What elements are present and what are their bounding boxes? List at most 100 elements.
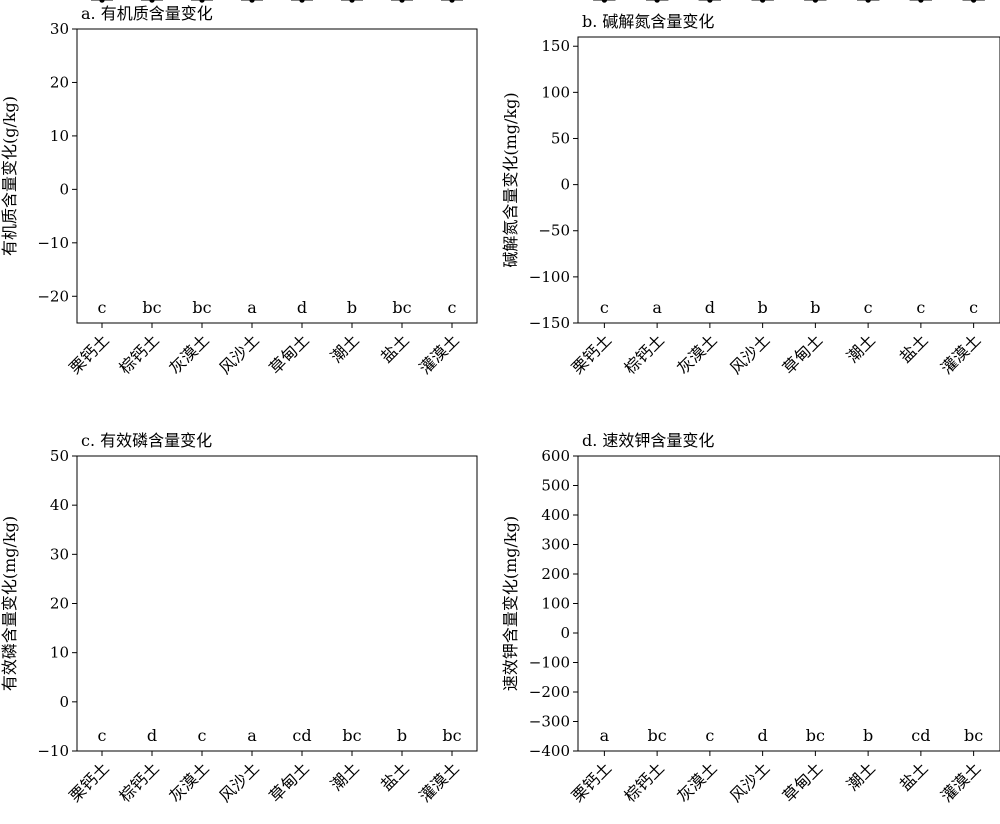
y-tick-label: 30 bbox=[50, 20, 69, 38]
significance-label: bc bbox=[142, 298, 161, 317]
box-风沙土: a bbox=[241, 0, 263, 745]
box-灰漠土: bc bbox=[191, 0, 213, 317]
significance-label: d bbox=[297, 298, 307, 317]
y-axis-label: 速效钾含量变化(mg/kg) bbox=[501, 516, 520, 691]
significance-label: bc bbox=[648, 726, 667, 745]
mean-point bbox=[601, 0, 607, 3]
y-axis-label: 有机质含量变化(g/kg) bbox=[0, 96, 19, 256]
x-category-label: 盐土 bbox=[896, 330, 932, 366]
y-tick-label: −150 bbox=[529, 314, 570, 332]
y-tick-label: 100 bbox=[541, 595, 570, 613]
mean-point bbox=[149, 0, 155, 3]
x-category-label: 栗钙土 bbox=[568, 330, 615, 377]
box-栗钙土: c bbox=[91, 0, 113, 745]
chart-title: c. 有效磷含量变化 bbox=[81, 431, 212, 450]
y-tick-label: −400 bbox=[529, 742, 570, 760]
significance-label: c bbox=[448, 298, 457, 317]
mean-point bbox=[760, 0, 766, 3]
box-盐土: cd bbox=[909, 0, 932, 745]
significance-label: bc bbox=[442, 726, 461, 745]
box-潮土: bc bbox=[341, 0, 363, 745]
mean-point bbox=[299, 0, 305, 3]
x-category-label: 灰漠土 bbox=[673, 330, 720, 377]
box-潮土: c bbox=[857, 0, 880, 317]
chart-title: b. 碱解氮含量变化 bbox=[582, 12, 714, 31]
x-category-label: 风沙土 bbox=[726, 758, 773, 805]
y-axis-label: 有效磷含量变化(mg/kg) bbox=[0, 516, 19, 691]
mean-point bbox=[865, 0, 871, 3]
box-灌漠土: bc bbox=[962, 0, 985, 745]
mean-point bbox=[199, 0, 205, 3]
box-潮土: b bbox=[857, 0, 880, 745]
box-草甸土: bc bbox=[804, 0, 827, 745]
x-category-label: 灰漠土 bbox=[673, 758, 720, 805]
plot-frame bbox=[577, 36, 1000, 324]
mean-point bbox=[399, 0, 405, 3]
significance-label: cd bbox=[292, 726, 311, 745]
x-category-label: 棕钙土 bbox=[115, 758, 162, 805]
box-草甸土: d bbox=[291, 0, 313, 317]
box-灰漠土: c bbox=[191, 0, 213, 745]
chart-title: d. 速效钾含量变化 bbox=[582, 431, 714, 450]
box-灰漠土: c bbox=[698, 0, 721, 745]
y-tick-label: 50 bbox=[50, 447, 69, 465]
significance-label: c bbox=[705, 726, 714, 745]
x-category-label: 棕钙土 bbox=[621, 330, 668, 377]
box-盐土: b bbox=[391, 0, 413, 745]
x-category-label: 风沙土 bbox=[215, 330, 262, 377]
box-栗钙土: a bbox=[593, 0, 616, 745]
y-tick-label: 10 bbox=[50, 644, 69, 662]
x-category-label: 栗钙土 bbox=[568, 758, 615, 805]
x-category-label: 盐土 bbox=[377, 330, 413, 366]
significance-label: b bbox=[810, 298, 820, 317]
y-tick-label: 0 bbox=[560, 624, 570, 642]
x-category-label: 潮土 bbox=[327, 758, 363, 794]
significance-label: a bbox=[247, 298, 257, 317]
x-category-label: 风沙土 bbox=[726, 330, 773, 377]
box-棕钙土: a bbox=[646, 0, 669, 317]
box-灌漠土: c bbox=[962, 0, 985, 317]
box-风沙土: a bbox=[241, 0, 263, 317]
significance-label: c bbox=[98, 298, 107, 317]
box-灰漠土: d bbox=[698, 0, 721, 317]
box-盐土: c bbox=[909, 0, 932, 317]
significance-label: c bbox=[98, 726, 107, 745]
significance-label: c bbox=[864, 298, 873, 317]
significance-label: a bbox=[247, 726, 257, 745]
x-category-label: 潮土 bbox=[843, 330, 879, 366]
significance-label: c bbox=[969, 298, 978, 317]
y-axis-label: 碱解氮含量变化(mg/kg) bbox=[501, 92, 520, 267]
box-风沙土: d bbox=[751, 0, 774, 745]
y-tick-label: −50 bbox=[538, 222, 570, 240]
box-棕钙土: bc bbox=[141, 0, 163, 317]
significance-label: d bbox=[758, 726, 768, 745]
mean-point bbox=[918, 0, 924, 3]
x-category-label: 潮土 bbox=[327, 330, 363, 366]
x-category-label: 灌漠土 bbox=[415, 758, 462, 805]
y-tick-label: −200 bbox=[529, 683, 570, 701]
y-tick-label: −300 bbox=[529, 713, 570, 731]
x-category-label: 灌漠土 bbox=[415, 330, 462, 377]
significance-label: c bbox=[198, 726, 207, 745]
y-tick-label: −100 bbox=[529, 654, 570, 672]
y-tick-label: 30 bbox=[50, 545, 69, 563]
box-灌漠土: c bbox=[441, 0, 463, 317]
significance-label: d bbox=[705, 298, 715, 317]
y-tick-label: 400 bbox=[541, 506, 570, 524]
x-category-label: 盐土 bbox=[377, 758, 413, 794]
y-tick-label: 0 bbox=[59, 180, 69, 198]
box-栗钙土: c bbox=[593, 0, 616, 317]
chart-panel-c: c. 有效磷含量变化有效磷含量变化(mg/kg)−1001020304050c栗… bbox=[0, 0, 478, 806]
x-category-label: 棕钙土 bbox=[621, 758, 668, 805]
significance-label: c bbox=[600, 298, 609, 317]
box-草甸土: b bbox=[804, 0, 827, 317]
significance-label: bc bbox=[964, 726, 983, 745]
y-tick-label: −20 bbox=[37, 287, 69, 305]
mean-point bbox=[707, 0, 713, 3]
box-灌漠土: bc bbox=[441, 0, 463, 745]
x-category-label: 草甸土 bbox=[779, 330, 826, 377]
significance-label: bc bbox=[192, 298, 211, 317]
y-tick-label: 0 bbox=[560, 176, 570, 194]
